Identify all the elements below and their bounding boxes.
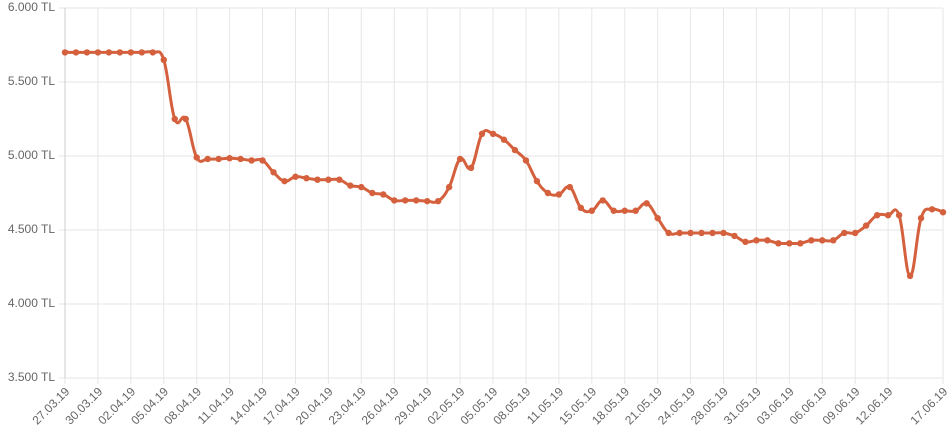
y-tick-label: 5.000 TL: [8, 148, 55, 162]
data-point: [489, 130, 497, 137]
data-point: [182, 115, 189, 123]
data-point: [544, 189, 552, 197]
data-point: [797, 240, 804, 247]
y-tick-label: 5.500 TL: [8, 74, 55, 88]
data-point: [654, 214, 661, 222]
data-point: [928, 206, 936, 213]
data-point: [720, 229, 727, 237]
data-point: [906, 272, 914, 280]
y-tick-label: 3.500 TL: [8, 370, 55, 384]
data-point: [380, 191, 387, 198]
data-point: [533, 177, 541, 185]
data-point: [753, 237, 760, 244]
data-point: [358, 183, 365, 191]
data-point: [610, 207, 617, 214]
data-point: [204, 155, 211, 163]
data-point: [764, 237, 771, 244]
y-tick-label: 4.500 TL: [8, 222, 55, 236]
data-point: [281, 177, 288, 185]
data-point: [467, 164, 475, 172]
data-point: [83, 49, 91, 56]
data-point: [402, 197, 409, 204]
data-point: [413, 197, 420, 204]
data-point: [742, 238, 749, 246]
data-point: [226, 155, 233, 162]
data-point: [939, 209, 947, 216]
data-point: [171, 115, 178, 123]
data-point: [884, 212, 892, 219]
data-point: [434, 197, 442, 205]
data-point: [336, 176, 343, 183]
data-point: [237, 155, 244, 163]
data-point: [94, 49, 102, 56]
data-point: [303, 175, 310, 182]
data-point: [709, 229, 716, 237]
data-point: [599, 197, 606, 204]
data-point: [127, 49, 135, 56]
data-point: [643, 200, 650, 207]
data-point: [116, 49, 124, 56]
data-point: [577, 204, 585, 211]
data-point: [621, 207, 628, 214]
data-point: [61, 49, 69, 56]
data-point: [105, 49, 113, 56]
data-point: [325, 176, 332, 183]
data-point: [248, 157, 255, 164]
x-tick-label: 17.06.19: [907, 384, 950, 427]
data-point: [369, 189, 376, 197]
y-tick-label: 4.000 TL: [8, 296, 55, 310]
data-point: [808, 237, 815, 244]
data-point: [862, 222, 870, 229]
x-tick-label: 12.06.19: [853, 384, 896, 427]
data-point: [687, 229, 694, 237]
data-point: [786, 240, 793, 247]
data-point: [775, 240, 782, 247]
data-point: [149, 49, 156, 56]
data-point: [215, 155, 222, 163]
data-point: [632, 207, 639, 214]
data-point: [830, 237, 837, 244]
data-point: [314, 176, 321, 183]
data-point: [423, 197, 431, 205]
y-tick-label: 6.000 TL: [8, 0, 55, 14]
data-point: [500, 136, 508, 143]
data-point: [873, 212, 881, 219]
data-point: [160, 56, 167, 63]
data-point: [445, 183, 453, 191]
data-point: [292, 173, 299, 180]
data-point: [731, 232, 738, 240]
data-point: [895, 212, 903, 219]
data-point: [138, 49, 146, 56]
data-point: [588, 207, 595, 214]
data-point: [566, 183, 574, 191]
data-point: [259, 157, 266, 164]
data-point: [456, 155, 464, 163]
data-point: [72, 49, 80, 56]
data-point: [270, 169, 277, 176]
data-point: [665, 229, 672, 237]
data-point: [511, 146, 519, 154]
data-point: [852, 229, 859, 237]
data-point: [841, 229, 848, 237]
data-point: [347, 182, 354, 189]
data-point: [819, 237, 826, 244]
data-point: [193, 154, 200, 161]
data-point: [478, 130, 486, 137]
data-point: [676, 229, 683, 237]
data-point: [391, 197, 398, 204]
data-point: [917, 214, 925, 222]
data-point: [555, 191, 563, 198]
data-point: [698, 229, 705, 237]
data-point: [522, 157, 530, 164]
